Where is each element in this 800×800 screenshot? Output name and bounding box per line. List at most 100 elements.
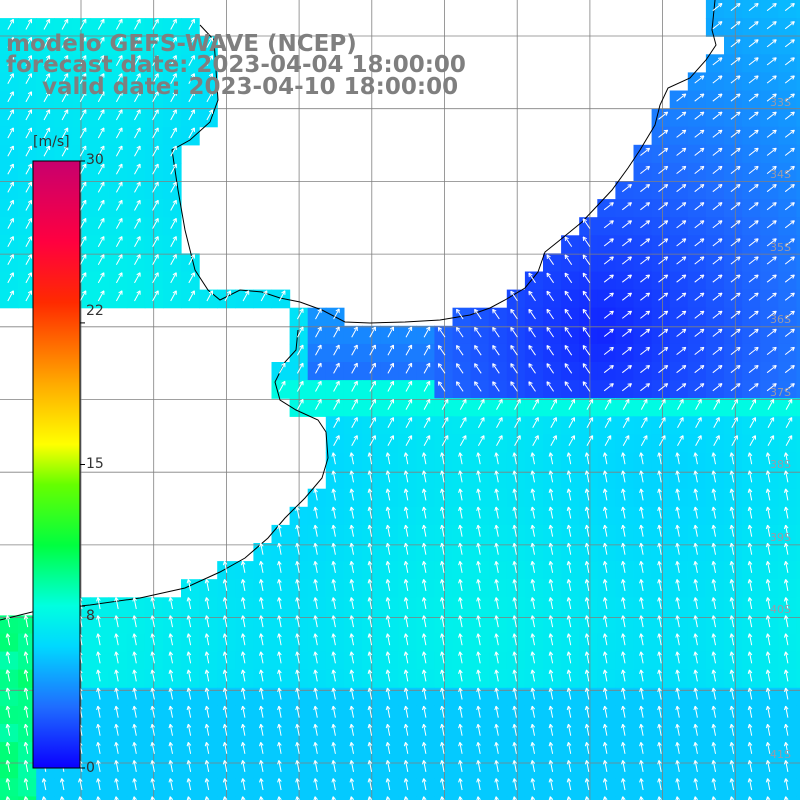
wind-arrow-head xyxy=(628,257,632,258)
wind-arrow-head xyxy=(772,384,776,385)
wind-arrow-head xyxy=(628,347,632,348)
wind-arrow-head xyxy=(646,239,650,240)
wind-arrow-head xyxy=(754,311,758,312)
wind-arrow-head xyxy=(718,311,722,312)
wind-arrow-head xyxy=(628,203,632,204)
wind-arrow-head xyxy=(772,94,776,95)
wind-arrow-head xyxy=(664,384,668,385)
wind-arrow-head xyxy=(718,130,722,131)
wind-arrow-head xyxy=(754,239,758,240)
wind-arrow-head xyxy=(628,221,632,222)
wind-arrow-head xyxy=(610,239,614,240)
wind-arrow-head xyxy=(610,384,614,385)
wind-cell xyxy=(796,489,800,508)
wind-arrow-head xyxy=(772,4,776,5)
wind-arrow-head xyxy=(610,311,614,312)
wind-arrow-head xyxy=(664,148,668,149)
wind-arrow-head xyxy=(700,130,704,131)
wind-arrow-head xyxy=(754,148,758,149)
wind-arrow-head xyxy=(628,366,632,367)
wind-arrow-head xyxy=(736,275,740,276)
wind-arrow-head xyxy=(700,239,704,240)
wind-arrow-head xyxy=(718,76,722,77)
wind-arrow-head xyxy=(700,166,704,167)
wind-arrow-head xyxy=(772,257,776,258)
wind-arrow-head xyxy=(682,130,686,131)
wind-arrow-head xyxy=(754,185,758,186)
wind-arrow-head xyxy=(791,112,795,113)
wind-cell xyxy=(796,145,800,164)
wind-cell xyxy=(796,199,800,218)
wind-arrow-head xyxy=(772,311,776,312)
wind-arrow-head xyxy=(718,239,722,240)
wind-arrow-head xyxy=(791,347,795,348)
wind-arrow-head xyxy=(610,347,614,348)
wind-arrow-head xyxy=(791,76,795,77)
wind-arrow-head xyxy=(791,185,795,186)
wind-arrow-head xyxy=(718,166,722,167)
wind-arrow-head xyxy=(682,347,686,348)
wind-arrow-head xyxy=(646,221,650,222)
wind-arrow-head xyxy=(682,293,686,294)
wind-arrow-head xyxy=(736,148,740,149)
wind-arrow-head xyxy=(646,347,650,348)
wind-arrow-head xyxy=(682,329,686,330)
wind-arrow-head xyxy=(610,366,614,367)
wind-arrow-head xyxy=(736,384,740,385)
wind-arrow-head xyxy=(610,293,614,294)
wind-arrow-head xyxy=(718,366,722,367)
wind-arrow-head xyxy=(736,329,740,330)
wind-arrow-head xyxy=(718,148,722,149)
wind-cell xyxy=(796,72,800,91)
wind-arrow-head xyxy=(772,203,776,204)
wind-arrow-head xyxy=(772,22,776,23)
wind-arrow-head xyxy=(700,275,704,276)
wind-arrow-head xyxy=(664,293,668,294)
wind-arrow-head xyxy=(646,203,650,204)
wind-arrow-head xyxy=(682,94,686,95)
wind-cell xyxy=(796,398,800,417)
wind-arrow-head xyxy=(754,275,758,276)
wind-cell xyxy=(796,724,800,743)
wind-arrow-head xyxy=(682,384,686,385)
wind-arrow-head xyxy=(664,221,668,222)
wind-arrow-head xyxy=(664,329,668,330)
wind-cell xyxy=(796,0,800,19)
wind-arrow-head xyxy=(791,130,795,131)
wind-cell xyxy=(796,670,800,689)
wind-arrow-head xyxy=(700,347,704,348)
wind-arrow-head xyxy=(754,4,758,5)
wind-arrow-head xyxy=(736,112,740,113)
wind-cell xyxy=(796,543,800,562)
wind-arrow-head xyxy=(664,166,668,167)
wind-arrow-head xyxy=(754,384,758,385)
wind-arrow-head xyxy=(682,112,686,113)
wind-arrow-head xyxy=(682,185,686,186)
wind-arrow-head xyxy=(791,203,795,204)
wind-cell xyxy=(796,652,800,671)
wind-arrow-head xyxy=(772,329,776,330)
wind-arrow-head xyxy=(791,384,795,385)
wind-arrow-head xyxy=(664,239,668,240)
wind-arrow-head xyxy=(700,203,704,204)
wind-arrow-head xyxy=(646,148,650,149)
wind-arrow-head xyxy=(736,58,740,59)
wind-arrow-head xyxy=(646,275,650,276)
wind-arrow-head xyxy=(772,130,776,131)
wind-arrow-head xyxy=(700,112,704,113)
wind-cell xyxy=(796,344,800,363)
wind-arrow-head xyxy=(700,76,704,77)
wind-arrow-head xyxy=(610,257,614,258)
wind-cell xyxy=(796,109,800,128)
wind-arrow-head xyxy=(736,257,740,258)
wind-arrow-head xyxy=(682,166,686,167)
wind-arrow-head xyxy=(791,275,795,276)
wind-arrow-head xyxy=(700,329,704,330)
wind-arrow-head xyxy=(700,185,704,186)
wind-cell xyxy=(796,380,800,399)
wind-cell xyxy=(796,471,800,490)
wind-arrow-head xyxy=(718,58,722,59)
wind-cell xyxy=(796,561,800,580)
